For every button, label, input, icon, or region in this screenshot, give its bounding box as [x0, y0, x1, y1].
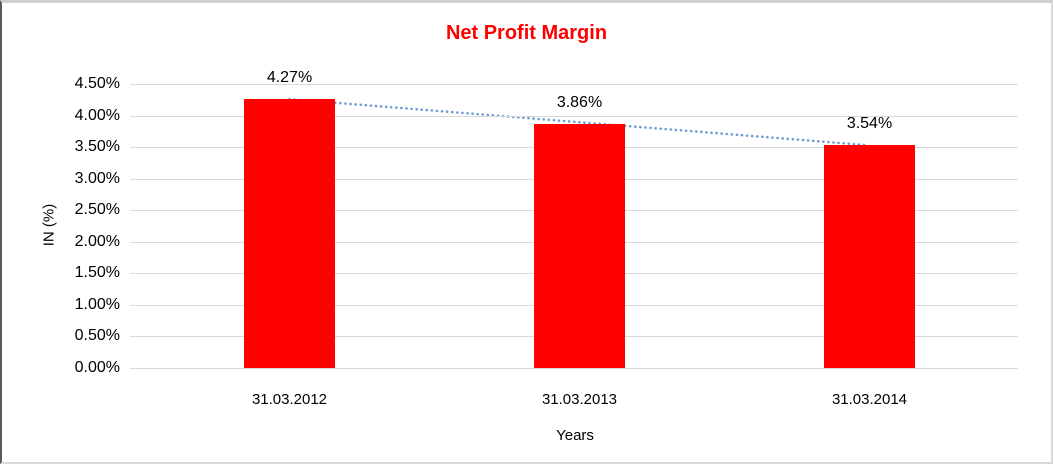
y-tick-label: 1.00%	[74, 296, 120, 313]
bar-31.03.2012	[244, 98, 335, 368]
x-tick-label: 31.03.2014	[831, 391, 908, 408]
y-tick-label: 4.00%	[74, 107, 120, 124]
bar-value-label: 3.86%	[556, 94, 603, 112]
y-tick-label: 0.50%	[74, 327, 120, 344]
bar-31.03.2014	[824, 144, 915, 368]
y-gridline	[130, 84, 1018, 85]
y-tick-label: 2.50%	[74, 201, 120, 218]
y-gridline	[130, 116, 1018, 117]
y-tick-label: 4.50%	[74, 75, 120, 92]
y-gridline	[130, 368, 1018, 369]
x-tick-label: 31.03.2012	[251, 391, 328, 408]
x-tick-label: 31.03.2013	[541, 391, 618, 408]
y-tick-label: 3.00%	[74, 170, 120, 187]
y-tick-label: 3.50%	[74, 138, 120, 155]
y-tick-label: 0.00%	[74, 359, 120, 376]
x-axis-title: Years	[556, 427, 594, 444]
chart-title: Net Profit Margin	[445, 22, 608, 44]
y-tick-label: 2.00%	[74, 233, 120, 250]
y-tick-label: 1.50%	[74, 264, 120, 281]
bar-31.03.2013	[534, 124, 625, 368]
bar-value-label: 3.54%	[846, 114, 893, 132]
bar-value-label: 4.27%	[266, 68, 313, 86]
